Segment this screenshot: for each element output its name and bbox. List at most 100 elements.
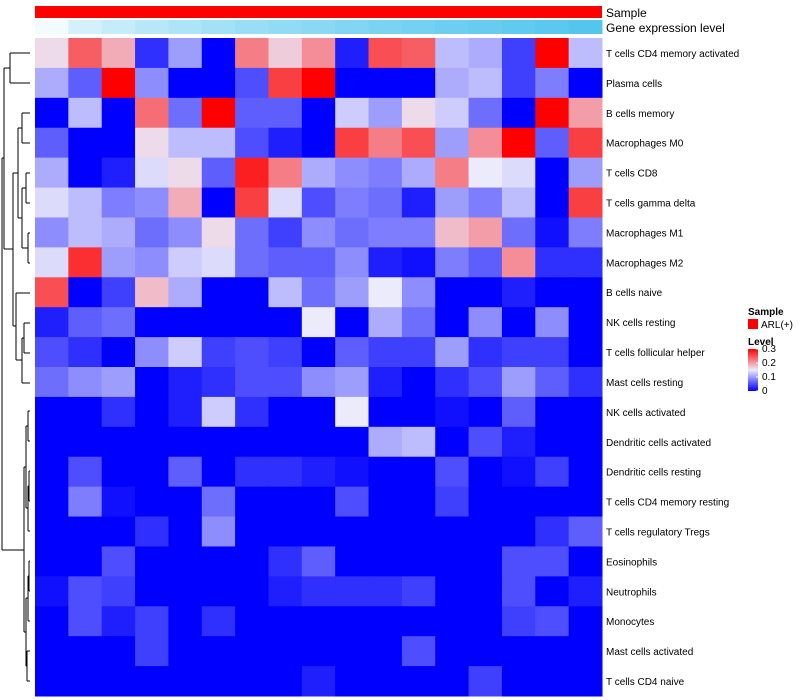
heatmap-cell [535,606,570,637]
heatmap-cell [235,576,269,607]
heatmap-cell [501,396,536,428]
heatmap-cell [301,606,336,637]
heatmap-cell [35,187,69,218]
heatmap-cell [201,247,236,278]
heatmap-cell [235,367,269,398]
annotation-cell-gene-expression [201,20,236,34]
heatmap-cell [35,367,69,398]
heatmap-cell [101,67,136,99]
heatmap-cell [568,636,603,667]
heatmap-cell [68,127,103,159]
annotation-cell-gene-expression [168,20,203,34]
heatmap-cell [301,307,336,338]
heatmap-cell [568,337,603,368]
heatmap-cell [101,217,136,248]
heatmap-cell [101,337,136,368]
heatmap-cell [368,636,403,667]
heatmap-cell [501,516,536,547]
annotation-cell-gene-expression [301,20,336,34]
heatmap-cell [101,426,136,458]
heatmap-cell [268,307,303,338]
heatmap-cell [201,97,236,129]
annotation-label-gene-expression: Gene expression level [606,21,725,35]
heatmap-cell [35,157,69,189]
annotation-cell-gene-expression [468,20,503,34]
heatmap-cell [368,97,403,129]
heatmap-cell [68,576,103,607]
heatmap-cell [68,396,103,428]
heatmap-cell [268,636,303,667]
heatmap-cell [68,307,103,338]
heatmap-cell [168,606,203,637]
heatmap-cell [101,516,136,547]
heatmap-cell [135,187,169,218]
heatmap-cell [568,277,603,308]
heatmap-cell [401,576,436,607]
heatmap-cell [268,67,303,99]
heatmap-cell [368,367,403,398]
heatmap-cell [201,277,236,308]
annotation-cell-gene-expression [135,20,169,34]
heatmap-cell [168,337,203,368]
heatmap-cell [301,367,336,398]
heatmap-cell [535,247,570,278]
heatmap-cell [568,127,603,159]
legend-tick-label: 0.1 [762,372,776,383]
heatmap-cell [168,187,203,218]
heatmap-cell [135,127,169,159]
heatmap-cell [501,97,536,129]
heatmap-cell [401,38,436,69]
row-label: T cells CD4 naive [606,677,685,688]
heatmap-cell [235,337,269,368]
heatmap-cell [135,97,169,129]
row-label: NK cells resting [606,318,675,329]
heatmap-cell [501,187,536,218]
heatmap-cell [468,247,503,278]
heatmap-cell [401,217,436,248]
heatmap-cell [168,456,203,488]
heatmap-cell [535,157,570,189]
heatmap-cell [568,426,603,458]
heatmap-cell [368,247,403,278]
heatmap-cell [168,67,203,99]
heatmap-cell [201,576,236,607]
heatmap-cell [435,247,470,278]
heatmap-cell [501,127,536,159]
heatmap-cell [168,486,203,518]
heatmap-cell [168,217,203,248]
heatmap-cell [301,636,336,667]
heatmap-cell [301,127,336,159]
heatmap-cell [135,516,169,547]
heatmap-cell [301,38,336,69]
heatmap-cell [535,367,570,398]
annotation-cell-gene-expression [501,20,536,34]
heatmap-cell [468,606,503,637]
heatmap-cell [168,426,203,458]
heatmap-cell [335,606,370,637]
heatmap-cell [468,307,503,338]
heatmap-cell [68,636,103,667]
heatmap-cell [501,337,536,368]
heatmap-cell [235,456,269,488]
heatmap-cell [301,97,336,129]
heatmap-cell [235,157,269,189]
heatmap-cell [368,396,403,428]
heatmap-cell [335,516,370,547]
row-dendrogram [1,52,30,682]
legend-level-colorbar [748,349,758,391]
heatmap-cell [435,606,470,637]
heatmap-cell [568,486,603,518]
heatmap-cell [101,576,136,607]
heatmap-cell [368,307,403,338]
heatmap-cell [235,277,269,308]
heatmap-cell [168,157,203,189]
heatmap-cell [501,426,536,458]
row-label: T cells CD4 memory resting [606,498,729,509]
heatmap-cell [135,606,169,637]
heatmap-cell [201,127,236,159]
heatmap-cell [135,307,169,338]
heatmap-cell [235,396,269,428]
heatmap-cell [201,367,236,398]
heatmap-cell [368,127,403,159]
